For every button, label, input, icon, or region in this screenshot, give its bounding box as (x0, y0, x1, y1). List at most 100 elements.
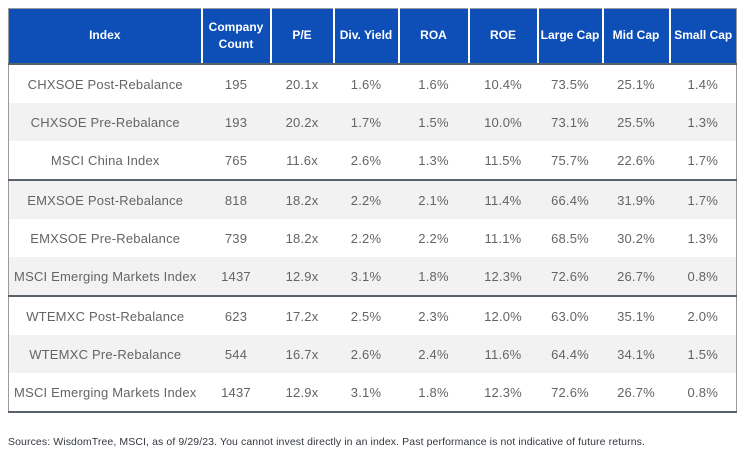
value-cell: 1.7% (669, 141, 737, 181)
table-row: MSCI Emerging Markets Index 1437 12.9x 3.1%… (9, 373, 737, 412)
value-cell: 26.7% (602, 257, 670, 297)
table-row: CHXSOE Post-Rebalance 195 20.1x 1.6% 1.6% 10.… (9, 64, 737, 103)
column-header: ROE (467, 8, 538, 65)
column-header: Index (8, 8, 202, 65)
table-row: MSCI China Index 765 11.6x 2.6% 1.3% 11.5% 75.… (8, 141, 737, 181)
value-cell: 30.2% (617, 230, 655, 246)
value-cell: 11.6% (484, 346, 522, 362)
column-header: Company Count (200, 8, 271, 65)
value-cell: 3.1% (350, 384, 382, 400)
value-cell: 73.1% (551, 114, 589, 130)
value-cell: 12.3% (468, 257, 538, 297)
value-cell: 1.4% (687, 76, 718, 92)
table-row: WTEMXC Pre-Rebalance 544 16.7x 2.6% 2.4% 11.6… (8, 335, 737, 373)
value-cell: 31.9% (617, 192, 655, 208)
value-cell: 34.1% (617, 346, 655, 362)
value-cell: 25.1% (617, 76, 655, 92)
value-cell: 68.5% (551, 230, 589, 246)
value-cell: 26.7% (617, 384, 655, 400)
value-cell: 1.6% (350, 76, 382, 92)
value-cell: 17.2x (285, 308, 319, 324)
value-cell: 12.9x (285, 384, 319, 400)
source-note: Sources: WisdomTree, MSCI, as of 9/29/23… (8, 436, 646, 448)
value-cell: 72.6% (537, 257, 603, 297)
column-header: P/E (269, 8, 334, 65)
column-header: Mid Cap (601, 8, 670, 65)
value-cell: 73.5% (551, 76, 589, 92)
value-cell: 11.6x (270, 141, 334, 181)
value-cell: 35.1% (617, 308, 655, 324)
value-cell: 2.4% (418, 346, 449, 362)
value-cell: 63.0% (551, 308, 589, 324)
column-header: Large Cap (536, 8, 603, 65)
value-cell: 1.7% (350, 114, 382, 130)
index-name-cell: WTEMXC Pre-Rebalance (29, 346, 182, 362)
table-container: Index Company Count P/E Div. Yield ROA ROE Lar… (8, 8, 737, 413)
index-name-cell: CHXSOE Post-Rebalance (27, 76, 183, 92)
table-row: EMXSOE Pre-Rebalance 739 18.2x 2.2% 2.2% 11.1… (9, 219, 737, 257)
value-cell: 195 (224, 76, 248, 92)
value-cell: 818 (224, 192, 248, 208)
value-cell: 66.4% (551, 192, 589, 208)
value-cell: 2.6% (350, 346, 382, 362)
value-cell: 2.6% (333, 141, 399, 181)
value-cell: 72.6% (551, 384, 589, 400)
value-cell: 1.3% (398, 141, 469, 181)
header-row: Index Company Count P/E Div. Yield ROA ROE Lar… (8, 8, 737, 65)
value-cell: 193 (224, 114, 248, 130)
value-cell: 1.5% (687, 346, 718, 362)
index-comparison-table: Index Company Count P/E Div. Yield ROA ROE Lar… (8, 8, 737, 413)
value-cell: 20.2x (285, 114, 319, 130)
value-cell: 1.3% (687, 230, 718, 246)
value-cell: 2.5% (350, 308, 382, 324)
value-cell: 0.8% (669, 257, 737, 297)
table-row: MSCI Emerging Markets Index 1437 12.9x 3.1%… (8, 257, 737, 297)
index-name-cell: EMXSOE Pre-Rebalance (30, 230, 181, 246)
value-cell: 25.5% (617, 114, 655, 130)
table-row: CHXSOE Pre-Rebalance 193 20.2x 1.7% 1.5% 10.0… (8, 103, 737, 141)
value-cell: 18.2x (285, 192, 319, 208)
value-cell: 623 (224, 308, 248, 324)
value-cell: 1437 (201, 257, 271, 297)
value-cell: 1.8% (398, 257, 469, 297)
value-cell: 10.0% (484, 114, 522, 130)
column-header: ROA (397, 8, 469, 65)
value-cell: 2.3% (418, 308, 449, 324)
table-row: WTEMXC Post-Rebalance 623 17.2x 2.5% 2.3% 12.… (9, 296, 737, 335)
value-cell: 2.2% (350, 192, 382, 208)
value-cell: 1.6% (418, 76, 449, 92)
value-cell: 12.3% (484, 384, 522, 400)
value-cell: 10.4% (484, 76, 522, 92)
index-name-cell: CHXSOE Pre-Rebalance (30, 114, 180, 130)
value-cell: 0.8% (687, 384, 718, 400)
index-name-cell: EMXSOE Post-Rebalance (27, 192, 184, 208)
value-cell: 22.6% (602, 141, 670, 181)
index-name-cell: MSCI China Index (8, 141, 202, 181)
value-cell: 765 (201, 141, 271, 181)
value-cell: 12.0% (484, 308, 522, 324)
column-header: Div. Yield (332, 8, 399, 65)
value-cell: 20.1x (285, 76, 319, 92)
value-cell: 544 (224, 346, 248, 362)
column-header: Small Cap (668, 8, 737, 65)
value-cell: 64.4% (551, 346, 589, 362)
value-cell: 11.5% (468, 141, 538, 181)
value-cell: 18.2x (285, 230, 319, 246)
value-cell: 2.2% (350, 230, 382, 246)
value-cell: 1.5% (418, 114, 449, 130)
value-cell: 2.1% (418, 192, 449, 208)
value-cell: 1437 (221, 384, 251, 400)
index-name-cell: MSCI Emerging Markets Index (14, 384, 197, 400)
index-name-cell: WTEMXC Post-Rebalance (26, 308, 185, 324)
value-cell: 11.4% (484, 192, 522, 208)
value-cell: 16.7x (285, 346, 319, 362)
table-body: CHXSOE Post-Rebalance 195 20.1x 1.6% 1.6% 10.… (8, 64, 737, 412)
value-cell: 3.1% (333, 257, 399, 297)
value-cell: 2.0% (687, 308, 718, 324)
value-cell: 2.2% (418, 230, 449, 246)
value-cell: 739 (224, 230, 248, 246)
value-cell: 11.1% (484, 230, 522, 246)
index-name-cell: MSCI Emerging Markets Index (8, 257, 202, 297)
table-row: EMXSOE Post-Rebalance 818 18.2x 2.2% 2.1% 11.… (8, 180, 737, 219)
